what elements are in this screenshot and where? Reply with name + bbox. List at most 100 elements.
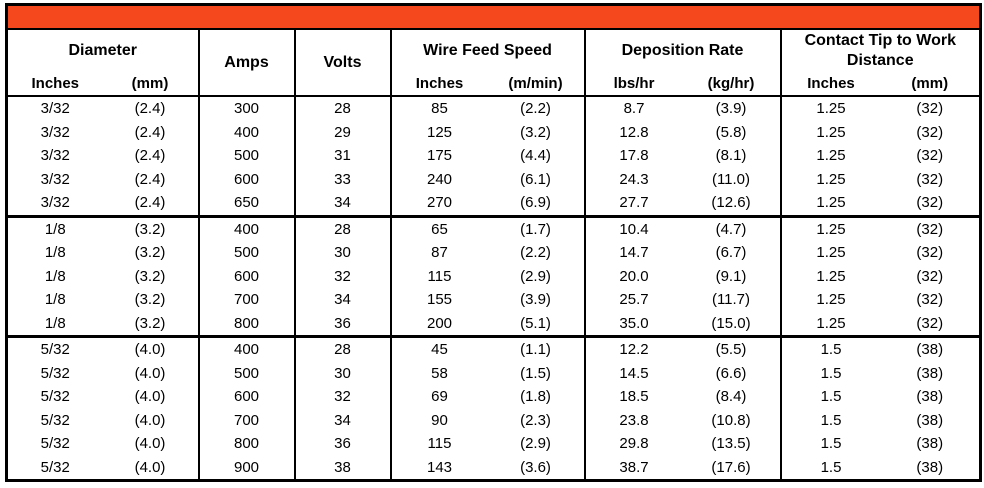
- cell-ctwd-mm: (38): [880, 335, 981, 362]
- banner-row: [6, 4, 981, 30]
- cell-ctwd-inches: 1.5: [779, 335, 881, 362]
- banner-bar: [6, 4, 981, 30]
- cell-amps: 700: [197, 288, 295, 312]
- cell-diameter-mm: (3.2): [134, 244, 166, 262]
- cell-volts: 36: [293, 311, 391, 337]
- cell-wfs-inches: 85: [389, 95, 488, 121]
- cell-diameter-inches: 5/32: [40, 435, 70, 453]
- cell-amps: 400: [197, 335, 295, 362]
- cell-ctwd-mm: (32): [916, 314, 944, 332]
- cell-diameter-inches: 1/8: [6, 214, 103, 241]
- cell-deposition-lbs-hr: 18.5: [583, 385, 683, 409]
- cell-ctwd-mm: (38): [916, 435, 944, 453]
- cell-diameter-mm: (4.0): [134, 435, 166, 453]
- cell-wfs-inches: 45: [389, 335, 488, 362]
- cell-volts: 32: [293, 385, 391, 409]
- cell-diameter-inches: 5/32: [40, 458, 70, 476]
- cell-wfs-m-min: (5.1): [520, 314, 551, 332]
- cell-volts: 30: [293, 361, 391, 385]
- cell-ctwd-inches: 1.25: [779, 214, 881, 241]
- subheader-deposition-lbs-hr: lbs/hr: [583, 72, 683, 96]
- cell-volts: 36: [293, 432, 391, 456]
- cell-ctwd-inches: 1.5: [779, 385, 881, 409]
- cell-wfs-m-min: (1.5): [520, 364, 551, 382]
- cell-deposition-lbs-hr: 17.8: [583, 144, 683, 168]
- cell-wfs-inches: 270: [389, 191, 488, 216]
- cell-wfs-m-min: (2.9): [520, 435, 551, 453]
- cell-deposition-lbs-hr: 14.5: [583, 361, 683, 385]
- cell-amps: 300: [197, 95, 295, 121]
- cell-deposition-lbs-hr: 23.8: [583, 408, 683, 432]
- subheader-wfs-m-min: (m/min): [508, 75, 563, 92]
- cell-ctwd-mm: (38): [916, 388, 944, 406]
- cell-diameter-mm: (4.0): [134, 411, 166, 429]
- cell-wfs-m-min: (2.3): [520, 411, 551, 429]
- cell-ctwd-mm: (32): [916, 123, 944, 141]
- table-row: 5/32 (4.0) 600 32 69 (1.8) 18.5 (8.4) 1.5 (38): [7, 385, 981, 409]
- cell-ctwd-mm: (32): [916, 170, 944, 188]
- cell-deposition-kg-hr: (5.8): [715, 123, 747, 141]
- cell-ctwd-inches: 1.25: [779, 311, 881, 337]
- cell-amps: 650: [197, 191, 295, 216]
- subheader-ctwd-mm: (mm): [911, 75, 949, 92]
- cell-wfs-m-min: (2.2): [487, 95, 585, 121]
- cell-deposition-kg-hr: (6.6): [715, 364, 747, 382]
- subheader-diameter-inches: Inches: [31, 75, 80, 92]
- cell-deposition-lbs-hr: 8.7: [583, 95, 683, 121]
- cell-ctwd-inches: 1.25: [779, 95, 881, 121]
- cell-diameter-mm: (4.0): [134, 364, 166, 382]
- cell-volts: 32: [293, 264, 391, 288]
- table-row: 5/32 (4.0) 900 38 143 (3.6) 38.7 (17.6) 1.5 (38): [7, 455, 981, 481]
- cell-wfs-inches: 240: [389, 167, 488, 191]
- cell-wfs-inches: 87: [389, 241, 488, 265]
- cell-wfs-inches: 175: [389, 144, 488, 168]
- cell-wfs-inches: 90: [389, 408, 488, 432]
- cell-ctwd-mm: (32): [916, 244, 944, 262]
- cell-diameter-mm: (4.0): [102, 335, 199, 362]
- cell-diameter-inches: 5/32: [40, 411, 70, 429]
- cell-ctwd-mm: (38): [916, 458, 944, 476]
- cell-ctwd-mm: (38): [916, 364, 944, 382]
- cell-amps: 500: [197, 144, 295, 168]
- cell-wfs-inches: 65: [389, 214, 488, 241]
- cell-ctwd-inches: 1.5: [779, 408, 881, 432]
- cell-ctwd-mm: (32): [880, 95, 981, 121]
- cell-ctwd-mm: (32): [916, 291, 944, 309]
- cell-amps: 600: [197, 385, 295, 409]
- cell-diameter-mm: (2.4): [102, 95, 199, 121]
- cell-wfs-m-min: (1.8): [520, 388, 551, 406]
- cell-deposition-lbs-hr: 12.2: [583, 335, 683, 362]
- cell-diameter-mm: (2.4): [134, 170, 166, 188]
- table-row: 5/32 (4.0) 500 30 58 (1.5) 14.5 (6.6) 1.5 (38): [7, 361, 981, 385]
- cell-ctwd-mm: (38): [916, 411, 944, 429]
- cell-wfs-m-min: (2.2): [520, 244, 551, 262]
- cell-amps: 700: [197, 408, 295, 432]
- cell-amps: 500: [197, 361, 295, 385]
- cell-ctwd-inches: 1.25: [779, 167, 881, 191]
- cell-wfs-m-min: (1.7): [487, 214, 585, 241]
- cell-ctwd-mm: (32): [916, 194, 944, 212]
- table-row: 1/8 (3.2) 600 32 115 (2.9) 20.0 (9.1) 1.25 (32): [7, 264, 981, 288]
- cell-diameter-mm: (3.2): [134, 291, 166, 309]
- cell-ctwd-inches: 1.25: [779, 144, 881, 168]
- cell-diameter-mm: (4.0): [134, 458, 166, 476]
- header-amps: Amps: [197, 29, 295, 96]
- cell-wfs-inches: 155: [389, 288, 488, 312]
- cell-deposition-lbs-hr: 14.7: [583, 241, 683, 265]
- cell-amps: 600: [197, 167, 295, 191]
- cell-diameter-inches: 5/32: [40, 364, 70, 382]
- header-wire-feed-speed: Wire Feed Speed: [389, 29, 585, 72]
- cell-volts: 31: [293, 144, 391, 168]
- cell-volts: 34: [293, 288, 391, 312]
- cell-deposition-kg-hr: (13.5): [711, 435, 751, 453]
- subheader-deposition-kg-hr: (kg/hr): [707, 75, 755, 92]
- table-row: 1/8 (3.2) 800 36 200 (5.1) 35.0 (15.0) 1.25 (32): [7, 311, 981, 337]
- cell-volts: 34: [293, 191, 391, 216]
- table-row: 3/32 (2.4) 600 33 240 (6.1) 24.3 (11.0) 1.25 (32): [7, 167, 981, 191]
- welding-parameters-table: Diameter Amps Volts Wire Feed Speed Depo…: [5, 3, 983, 482]
- table-row: 5/32 (4.0) 800 36 115 (2.9) 29.8 (13.5) 1.5 (38): [7, 432, 981, 456]
- cell-amps: 800: [197, 432, 295, 456]
- cell-amps: 400: [197, 214, 295, 241]
- cell-ctwd-inches: 1.25: [779, 191, 881, 216]
